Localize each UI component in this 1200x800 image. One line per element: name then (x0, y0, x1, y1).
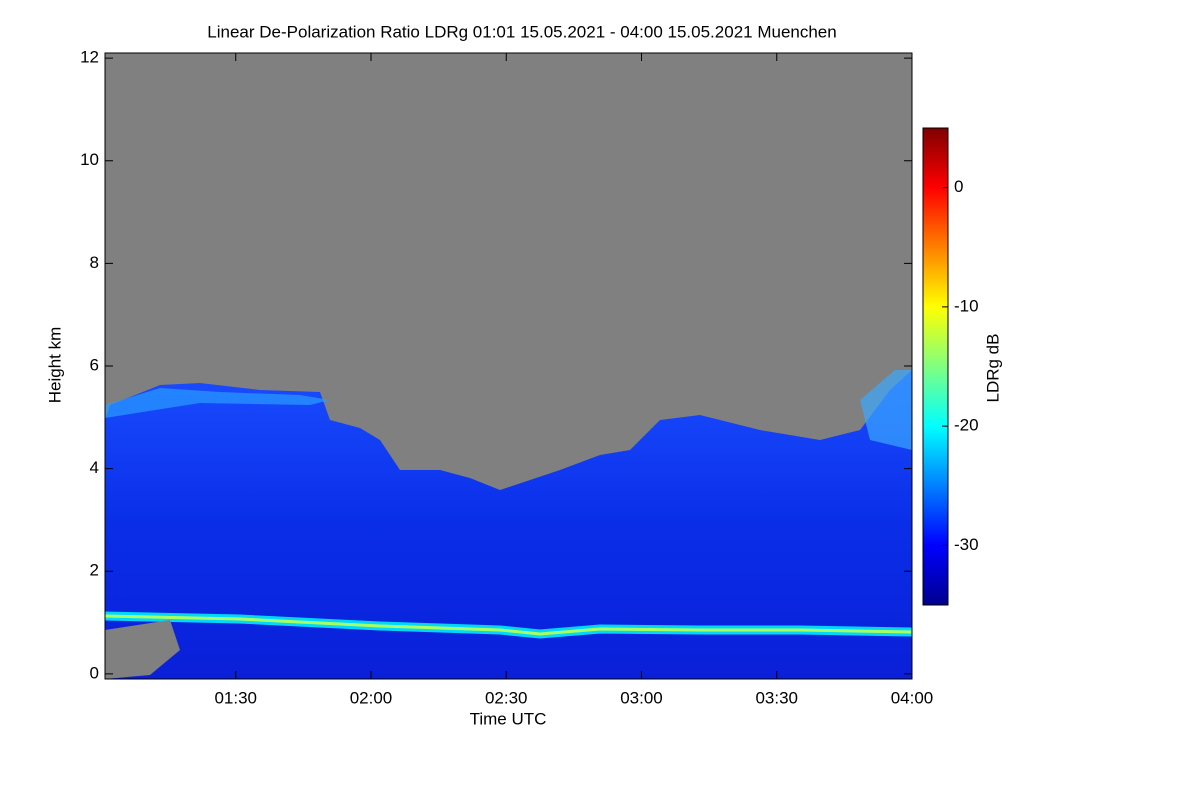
y-tick-label: 2 (90, 561, 99, 580)
x-tick-label: 04:00 (891, 688, 934, 707)
y-tick-label: 6 (90, 355, 99, 374)
y-tick-label: 8 (90, 253, 99, 272)
signal-field (105, 370, 912, 679)
colorbar-label: LDRg dB (983, 334, 1002, 403)
heatmap-image (104, 53, 913, 679)
x-tick-label: 01:30 (214, 688, 257, 707)
low-gap (105, 620, 180, 679)
y-tick-label: 12 (80, 48, 99, 67)
x-axis-label: Time UTC (470, 709, 547, 728)
colorbar-tick-label: -10 (954, 296, 979, 315)
cloud-edge (860, 370, 912, 450)
x-tick-label: 02:00 (350, 688, 393, 707)
y-tick-label: 4 (90, 458, 99, 477)
x-tick-label: 03:00 (620, 688, 663, 707)
aerosol-top (105, 388, 330, 418)
colorbar-tick-label: -30 (954, 535, 979, 554)
colorbar (922, 127, 949, 606)
chart-title: Linear De-Polarization Ratio LDRg 01:01 … (207, 22, 836, 41)
x-tick-label: 02:30 (485, 688, 528, 707)
boundary-layer-core (104, 614, 913, 636)
y-tick-label: 10 (80, 150, 99, 169)
colorbar-tick-label: -20 (954, 416, 979, 435)
y-tick-label: 0 (90, 663, 99, 682)
x-tick-label: 03:30 (755, 688, 798, 707)
y-axis-label: Height km (45, 327, 64, 404)
colorbar-tick-label: 0 (954, 177, 963, 196)
